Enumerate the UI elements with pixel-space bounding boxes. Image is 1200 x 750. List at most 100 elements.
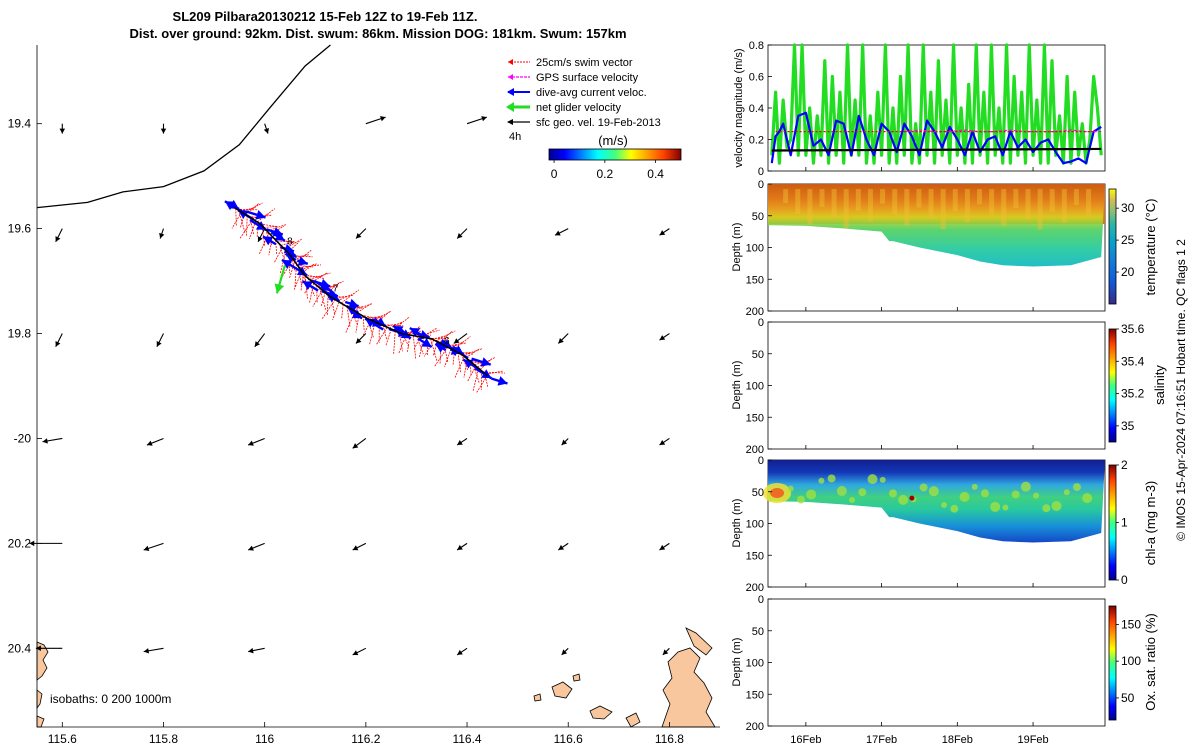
temperature-colorbar-ticks: 20 25 30 [1116, 201, 1135, 279]
land-masses [36, 627, 716, 728]
temperature-axes: 0 50 100 150 200 [746, 179, 1034, 318]
sfc-vector [143, 542, 164, 552]
sfc-vector [659, 542, 670, 551]
dive-avg-vector-head [302, 281, 313, 291]
dive-avg-vector [246, 210, 266, 220]
temperature-streak [819, 189, 825, 207]
swim-vector [287, 241, 300, 253]
legend-swim-label: 25cm/s swim vector [536, 57, 633, 69]
chla-patch [836, 486, 847, 497]
chla-ylabel: Depth (m) [731, 499, 743, 548]
swim-vector [413, 336, 421, 351]
sfc-vector-head [659, 439, 666, 446]
oxygen-axes: 0 50 100 150 200 [746, 594, 1034, 733]
chla-patch [919, 483, 928, 492]
chla-patch [1011, 490, 1020, 499]
land-mass [685, 627, 713, 656]
sfc-vector [466, 116, 488, 125]
temperature-streak [1037, 189, 1043, 230]
track-label: 6 [444, 336, 450, 347]
map-axes: 115.6 115.8 116 116.2 116.4 116.6 116.8 19.4 19.… [8, 45, 720, 746]
dive-avg-vector [417, 337, 433, 348]
swim-vector [449, 341, 465, 349]
dive-avg-vector-head [421, 338, 432, 347]
dive-avg-vector-head [497, 376, 508, 386]
temperature-streak [940, 189, 946, 230]
oxygen-axes-box [767, 598, 1106, 727]
isobath-line [36, 44, 331, 209]
figure-title-line2: Dist. over ground: 92km. Dist. swum: 86k… [129, 26, 626, 41]
chla-patch [1020, 481, 1031, 492]
swim-vector [256, 208, 276, 223]
oxygen-ylabel: Depth (m) [731, 638, 743, 687]
oxygen-colorbar [1108, 605, 1117, 721]
colorbar-tick-label: 100 [1121, 654, 1141, 668]
map-colorbar-tick-label: 0.4 [647, 167, 664, 181]
sfc-vector [247, 542, 265, 551]
swim-vector [457, 352, 462, 374]
track-label: 7 [333, 284, 339, 295]
sfc-vector [355, 333, 367, 344]
depth-y-tick-label: 0 [758, 179, 764, 191]
chla-patch [909, 495, 915, 501]
colorbar-tick-label: 50 [1121, 691, 1135, 705]
chla-patch [888, 489, 897, 498]
sfc-vector-head [55, 236, 61, 242]
depth-y-tick-label: 0 [758, 317, 764, 329]
figure-title-line1: SL209 Pilbara20130212 15-Feb 12Z to 19-F… [173, 9, 478, 24]
legend-4h-note: 4h [509, 131, 521, 143]
dive-avg-vector-head [285, 253, 296, 263]
sfc-vector [42, 437, 63, 444]
colorbar-tick-label: 35.2 [1121, 387, 1145, 401]
chla-patch [950, 504, 959, 513]
chla-patch [849, 496, 856, 503]
sfc-vector-head [355, 337, 362, 344]
velocity-axes: 0 0.2 0.4 0.6 0.8 [749, 40, 1034, 178]
sfc-vector-head [558, 337, 564, 344]
temperature-streak [892, 189, 898, 215]
depth-y-tick-label: 200 [746, 444, 764, 456]
map-y-tick-label: 20.2 [8, 536, 32, 550]
sfc-vector-head [457, 439, 463, 446]
sfc-vector-head [355, 233, 362, 239]
map-x-tick-label: 116.6 [554, 732, 583, 746]
velocity-lines [770, 43, 1103, 165]
isobaths-label: isobaths: 0 200 1000m [50, 692, 171, 706]
temperature-streak [807, 189, 813, 225]
sfc-vector-head [156, 341, 162, 347]
salinity-cbar-label: salinity [1152, 365, 1167, 405]
depth-y-tick-label: 150 [746, 550, 764, 562]
sfc-vector-head [662, 649, 669, 655]
oxygen-colorbar-ticks: 50 100 150 [1116, 617, 1141, 705]
net-velocity-arrow [274, 265, 286, 294]
swim-vector [302, 263, 315, 273]
temperature-streak [1049, 189, 1055, 212]
chla-patch [1051, 500, 1062, 511]
swim-vector [362, 316, 365, 332]
sfc-vector [156, 333, 164, 347]
sfc-vector-head [659, 335, 666, 341]
time-tick-label: 18Feb [942, 734, 973, 746]
velocity-y-tick-label: 0.2 [749, 135, 764, 147]
swim-vector [259, 232, 270, 255]
temperature-streak [989, 189, 995, 216]
chla-patch [827, 474, 836, 483]
chla-patch [879, 476, 886, 483]
map-colorbar-tick-label: 0.2 [597, 167, 614, 181]
dive-avg-vector-head [224, 201, 236, 211]
chla-patch [928, 486, 939, 497]
temperature-streak [916, 189, 922, 208]
swim-vector [465, 348, 480, 359]
sfc-vector-head [29, 540, 35, 547]
sfc-vector-head [257, 236, 263, 242]
sfc-vector [254, 333, 266, 348]
dive-avg-vector [409, 327, 424, 337]
sfc-vector [554, 228, 569, 236]
swim-vector [375, 327, 388, 346]
velocity-ylabel: velocity magnitude (m/s) [733, 48, 745, 167]
dive-avg-vector [296, 256, 309, 266]
time-tick-label: 17Feb [866, 734, 897, 746]
chla-field [763, 460, 1105, 543]
temperature-field [768, 184, 1105, 267]
